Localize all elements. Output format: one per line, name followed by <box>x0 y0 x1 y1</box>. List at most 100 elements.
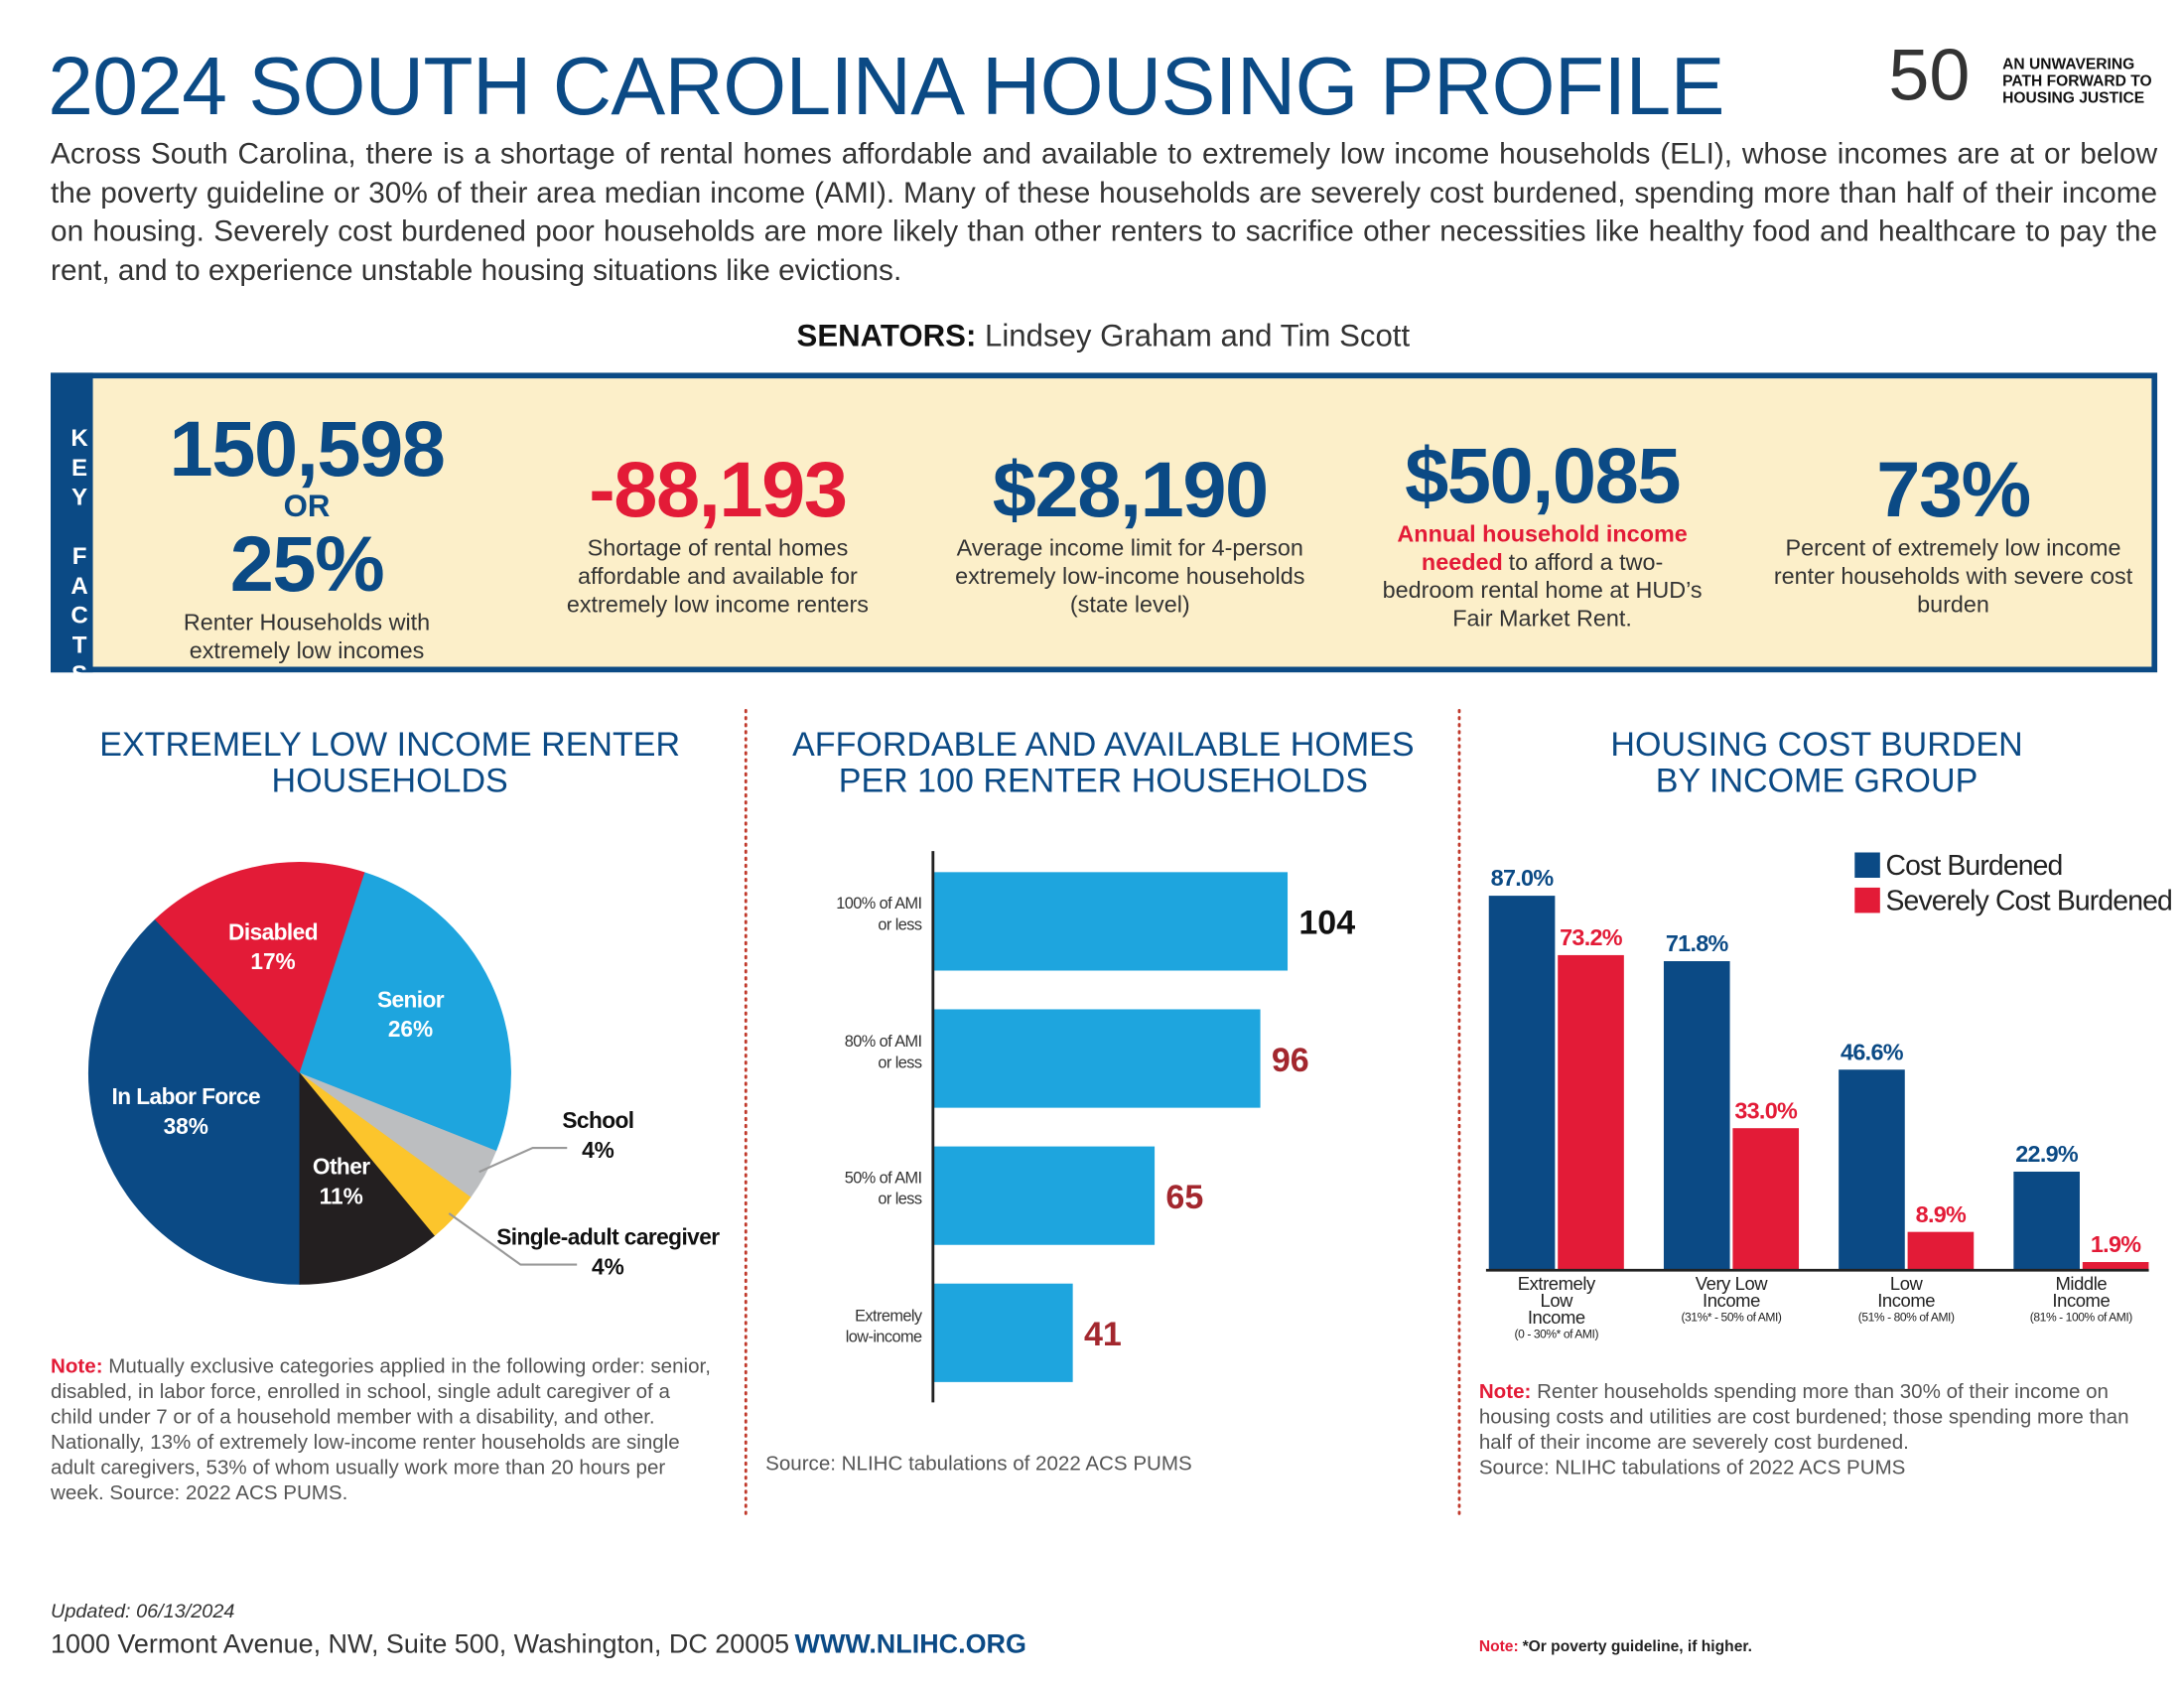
footnote-label: Note: <box>1478 1638 1519 1656</box>
pie-value-label: 11% <box>320 1183 363 1208</box>
pie-label: Senior <box>377 986 445 1012</box>
pie-slice <box>154 862 366 1074</box>
bar <box>1907 1231 1975 1271</box>
pie-slice <box>299 1071 435 1285</box>
bar <box>1663 960 1730 1271</box>
intro-text: Across South Carolina, there is a shorta… <box>51 137 2158 287</box>
chart-title: HOUSING COST BURDEN BY INCOME GROUP <box>1610 726 2023 801</box>
pie-value-label: 38% <box>164 1113 208 1139</box>
x-tick-text: Extremely Low Income <box>1517 1273 1596 1329</box>
pie-value-label: 4% <box>592 1254 624 1280</box>
pie-label: Disabled <box>228 918 318 944</box>
x-tick-label: Very Low Income (31%* - 50% of AMI) <box>1650 1273 1813 1325</box>
grouped-note: Note: Renter households spending more th… <box>1479 1380 2154 1481</box>
bar-value-label: 22.9% <box>2015 1141 2079 1167</box>
x-tick-label: Extremely Low Income (0 - 30%* of AMI) <box>1475 1273 1638 1341</box>
address: 1000 Vermont Avenue, NW, Suite 500, Wash… <box>51 1630 1026 1661</box>
note-text: Renter households spending more than 30%… <box>1478 1381 2129 1455</box>
note-label: Note: <box>1478 1381 1532 1404</box>
senators-label: SENATORS: <box>796 318 977 353</box>
note-label: Note: <box>51 1355 103 1379</box>
key-facts-band <box>51 372 93 673</box>
pie-label: In Labor Force <box>112 1083 260 1109</box>
fact-value: 25% <box>229 518 385 609</box>
chart-title: EXTREMELY LOW INCOME RENTER HOUSEHOLDS <box>99 726 681 801</box>
pie-value-label: 26% <box>388 1016 433 1042</box>
senators-names: Lindsey Graham and Tim Scott <box>985 318 1411 353</box>
url[interactable]: WWW.NLIHC.ORG <box>794 1629 1026 1660</box>
key-facts-label: KEY FACTS <box>66 424 93 691</box>
logo-line: PATH FORWARD TO <box>2002 72 2152 90</box>
y-tick-label: 100% of AMI or less <box>836 896 922 934</box>
chart-title: AFFORDABLE AND AVAILABLE HOMES PER 100 R… <box>792 726 1415 801</box>
grouped-source: Source: NLIHC tabulations of 2022 ACS PU… <box>1478 1457 1906 1480</box>
x-tick-text: Middle Income <box>2052 1273 2111 1312</box>
x-tick-text: Low Income <box>1877 1273 1936 1312</box>
fact-connector: OR <box>283 488 331 524</box>
leader-line <box>478 1146 568 1174</box>
footnote: Note: *Or poverty guideline, if higher. <box>1479 1638 1752 1655</box>
bar <box>1558 954 1624 1271</box>
legend-label: Cost Burdened <box>1885 850 2062 882</box>
logo-line: AN UNWAVERING <box>2002 56 2135 73</box>
bar-value-label: 1.9% <box>2091 1231 2141 1257</box>
x-tick-note: (51% - 80% of AMI) <box>1857 1309 1955 1325</box>
bar <box>932 1283 1073 1382</box>
bar <box>932 872 1289 971</box>
bar-value-label: 71.8% <box>1666 930 1729 956</box>
fact-label: Shortage of rental homes affordable and … <box>566 535 870 618</box>
fact-emphasis: Annual household income needed <box>1397 521 1688 576</box>
logo-line: HOUSING JUSTICE <box>2002 89 2145 107</box>
y-tick-label: 50% of AMI or less <box>844 1170 922 1208</box>
bar <box>2082 1262 2149 1271</box>
fact-value: 73% <box>1876 444 2031 533</box>
bar-value-label: 104 <box>1298 905 1355 942</box>
x-tick-note: (81% - 100% of AMI) <box>2029 1309 2133 1325</box>
bar-value-label: 8.9% <box>1916 1201 1967 1227</box>
bar-value-label: 65 <box>1165 1179 1203 1216</box>
bar-value-label: 73.2% <box>1560 924 1623 950</box>
legend-label: Severely Cost Burdened <box>1885 886 2171 917</box>
leader-line <box>448 1212 578 1266</box>
pie-slice <box>299 872 511 1152</box>
key-facts-box <box>51 372 2158 673</box>
note-text: Mutually exclusive categories applied in… <box>51 1355 711 1505</box>
fact-label: Renter Households with extremely low inc… <box>183 610 431 664</box>
bar-value-label: 46.6% <box>1841 1039 1904 1064</box>
bar-value-label: 96 <box>1272 1042 1309 1079</box>
pie-slice <box>87 918 301 1285</box>
fact-value: $28,190 <box>992 444 1269 533</box>
fact: $50,085 Annual household income needed to… <box>1352 433 1732 633</box>
bar-value-label: 33.0% <box>1734 1097 1798 1123</box>
bar <box>1488 896 1556 1271</box>
bar-value-label: 41 <box>1084 1316 1122 1353</box>
y-tick-label: 80% of AMI or less <box>844 1033 922 1071</box>
x-tick-text: Very Low Income <box>1695 1273 1768 1312</box>
senators: SENATORS: Lindsey Graham and Tim Scott <box>0 318 2184 354</box>
bar <box>1839 1069 1905 1271</box>
fact-value: -88,193 <box>589 444 848 533</box>
pie-label: Single-adult caregiver <box>496 1224 720 1250</box>
x-tick-label: Low Income (51% - 80% of AMI) <box>1825 1273 1987 1325</box>
fact-value: $50,085 <box>1405 430 1681 519</box>
fact: 73% Percent of extremely low income rent… <box>1763 444 2143 620</box>
fact: -88,193 Shortage of rental homes afforda… <box>528 444 908 620</box>
fact-label: Average income limit for 4-person extrem… <box>955 535 1305 618</box>
bar <box>932 1009 1261 1108</box>
fact-label: Percent of extremely low income renter h… <box>1773 535 2133 618</box>
bar-value-label: 87.0% <box>1491 865 1555 891</box>
fact: $28,190 Average income limit for 4-perso… <box>940 444 1320 620</box>
pie-value-label: 17% <box>250 948 295 974</box>
pie-note: Note: Mutually exclusive categories appl… <box>51 1354 712 1506</box>
logo-text: AN UNWAVERING PATH FORWARD TO HOUSING JU… <box>2002 57 2151 107</box>
fact: 150,598 OR 25% Renter Households with ex… <box>117 406 497 665</box>
bar <box>1732 1128 1800 1271</box>
address-text: 1000 Vermont Avenue, NW, Suite 500, Wash… <box>51 1629 790 1660</box>
x-tick-note: (0 - 30%* of AMI) <box>1514 1326 1599 1341</box>
pie-label: School <box>562 1107 633 1133</box>
pie-value-label: 4% <box>582 1137 614 1163</box>
y-tick-label: Extremely low-income <box>845 1307 922 1346</box>
